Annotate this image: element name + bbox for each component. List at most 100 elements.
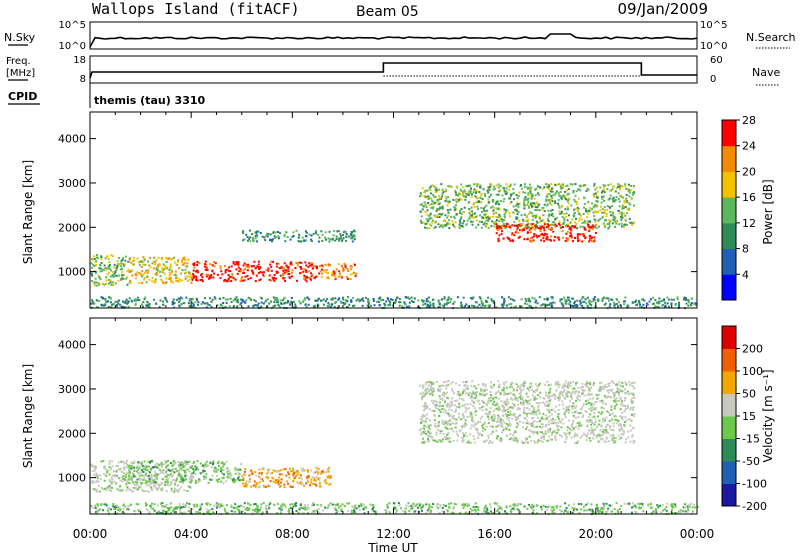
range-cell (547, 225, 550, 228)
range-cell (104, 467, 107, 470)
range-cell (185, 463, 188, 466)
range-cell (190, 276, 193, 279)
range-cell (269, 480, 272, 483)
range-cell (523, 183, 526, 186)
range-cell (272, 278, 275, 281)
range-cell (587, 432, 590, 435)
range-cell (462, 435, 465, 438)
range-cell (178, 267, 181, 270)
range-cell (96, 480, 99, 483)
range-cell (489, 385, 492, 388)
range-cell (155, 259, 158, 262)
range-cell (519, 401, 522, 404)
range-cell (431, 394, 434, 396)
range-cell (104, 257, 107, 260)
range-cell (421, 397, 423, 399)
range-cell (595, 200, 598, 203)
range-cell (94, 475, 97, 478)
range-cell (427, 390, 430, 393)
range-cell (529, 300, 532, 303)
range-cell (461, 404, 464, 407)
range-cell (273, 276, 275, 279)
range-cell (226, 268, 229, 271)
range-cell (296, 481, 299, 484)
range-cell (364, 296, 367, 299)
range-cell (503, 215, 506, 218)
range-cell (533, 233, 536, 235)
range-cell (439, 305, 441, 308)
range-cell (432, 388, 435, 391)
range-cell (308, 298, 311, 301)
range-cell (112, 470, 115, 473)
range-cell (241, 300, 244, 303)
range-cell (277, 262, 280, 265)
range-cell (618, 200, 621, 203)
range-cell (498, 208, 501, 211)
range-cell (525, 422, 528, 425)
range-cell (275, 479, 278, 482)
range-cell (514, 231, 517, 234)
range-cell (430, 217, 433, 220)
range-cell (281, 473, 284, 476)
range-cell (277, 469, 280, 472)
range-cell (95, 488, 98, 491)
range-cell (219, 265, 222, 268)
nave-label: Nave (752, 66, 780, 79)
range-cell (268, 302, 271, 305)
range-cell (505, 386, 508, 389)
range-cell (483, 221, 486, 224)
range-cell (589, 386, 592, 389)
range-cell (558, 392, 561, 395)
range-cell (298, 233, 301, 236)
range-cell (217, 480, 220, 483)
range-cell (513, 403, 516, 406)
range-cell (441, 226, 444, 229)
range-cell (408, 301, 411, 304)
range-cell (548, 303, 551, 306)
range-cell (454, 190, 457, 192)
range-cell (177, 460, 180, 463)
range-cell (479, 421, 482, 424)
range-cell (423, 424, 426, 427)
range-cell (511, 193, 514, 196)
range-cell (278, 485, 281, 488)
range-cell (167, 474, 169, 476)
range-cell (542, 225, 545, 228)
range-cell (528, 205, 531, 208)
range-cell (607, 383, 610, 386)
range-cell (455, 213, 458, 216)
range-cell (287, 270, 290, 273)
range-cell (507, 237, 510, 240)
range-cell (521, 223, 524, 225)
range-cell (174, 467, 177, 470)
range-cell (276, 271, 279, 274)
range-cell (537, 227, 540, 230)
range-cell (464, 191, 467, 194)
range-cell (338, 270, 341, 273)
range-cell (475, 423, 478, 426)
range-cell (460, 212, 463, 215)
range-cell (306, 296, 309, 299)
range-cell (194, 301, 197, 304)
range-cell (528, 239, 531, 242)
range-cell (229, 270, 232, 273)
range-cell (594, 193, 597, 196)
range-cell (490, 298, 493, 301)
range-cell (557, 421, 560, 424)
range-cell (318, 482, 321, 485)
range-cell (122, 475, 125, 478)
range-cell (546, 193, 549, 196)
range-cell (625, 438, 628, 441)
range-cell (530, 186, 533, 189)
range-cell (437, 301, 440, 303)
range-cell (432, 304, 435, 307)
range-cell (314, 304, 317, 307)
range-cell (631, 401, 634, 404)
freq-label-1: Freq. (6, 56, 31, 67)
range-cell (523, 204, 526, 207)
range-cell (200, 273, 203, 276)
range-cell (536, 236, 539, 239)
range-cell (609, 183, 612, 186)
range-cell (666, 296, 669, 299)
range-cell (521, 396, 524, 399)
